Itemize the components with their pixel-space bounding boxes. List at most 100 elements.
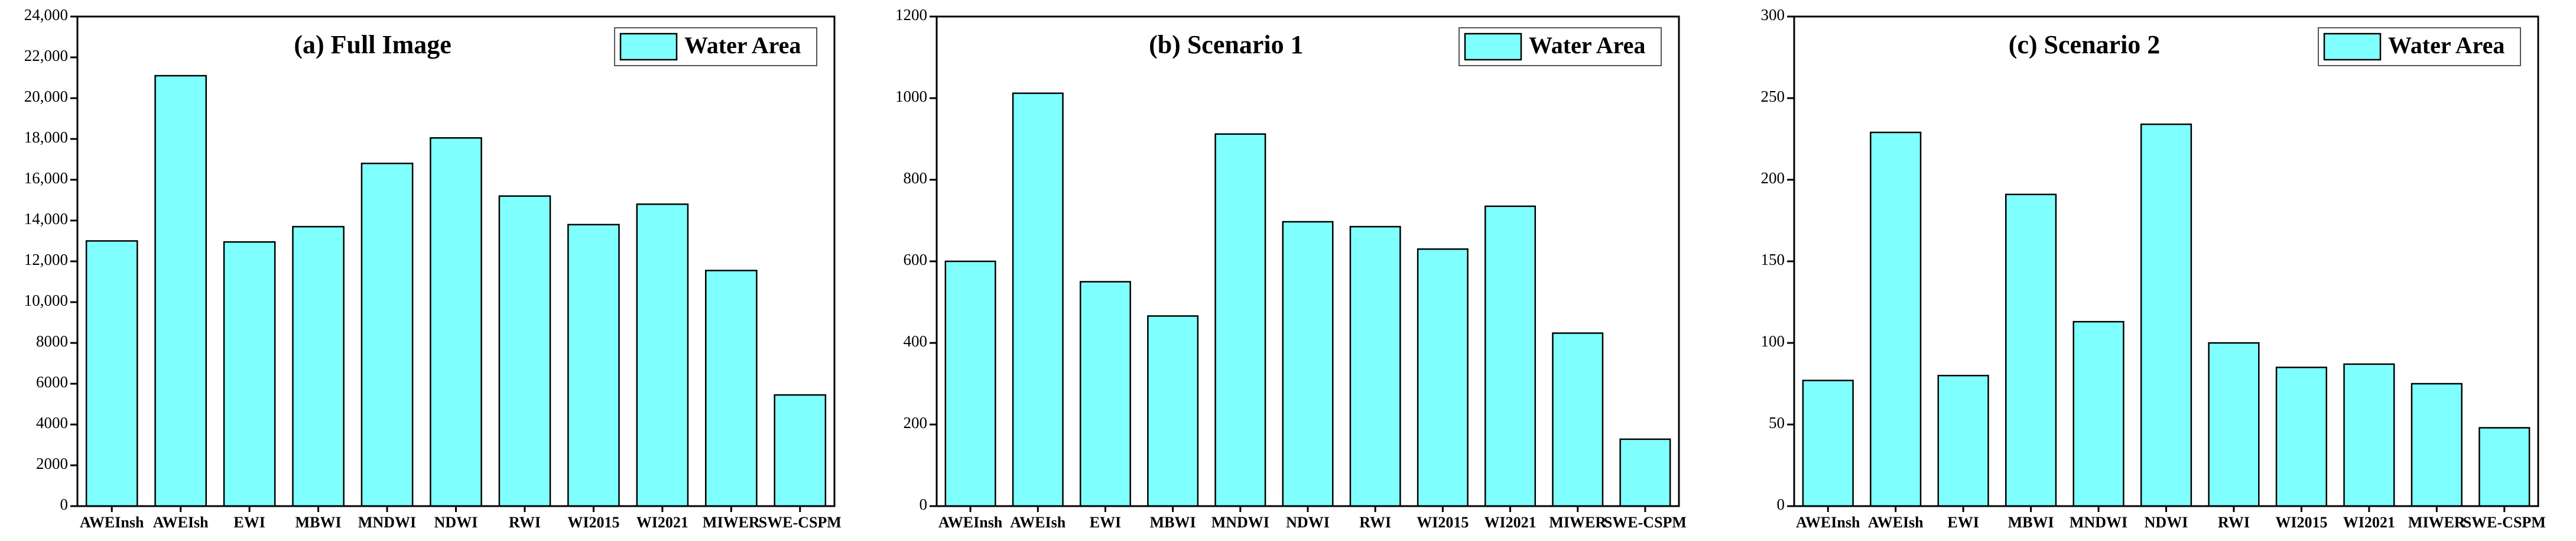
y-tick-label: 24,000 (24, 6, 68, 24)
bar (636, 203, 689, 507)
x-tick-label: SWE-CSPM (2463, 514, 2546, 531)
y-tick-label: 2000 (36, 455, 68, 472)
y-tick-label: 1000 (895, 88, 927, 105)
bar (2140, 123, 2192, 507)
bar (85, 240, 138, 507)
bar (1484, 205, 1536, 507)
x-tick-label: SWE-CSPM (759, 514, 842, 531)
bar (2073, 320, 2125, 507)
x-tick-label: WI2021 (1484, 514, 1536, 531)
bar (1937, 374, 1989, 507)
y-tick-label: 18,000 (24, 128, 68, 146)
y-tick-label: 50 (1769, 414, 1785, 432)
y-tick-label: 14,000 (24, 210, 68, 228)
chart: 0 200 400 600 800 1000 1200 AWEInsh AWEIsh EWI MBW… (895, 6, 1687, 531)
x-tick-label: AWEIsh (1868, 514, 1924, 531)
x-tick-label: AWEInsh (1796, 514, 1860, 531)
bar (154, 74, 207, 507)
x-tick-label: RWI (509, 514, 541, 531)
bar (223, 241, 276, 507)
y-tick-label: 600 (904, 251, 928, 268)
bar (1147, 315, 1199, 507)
y-tick-label: 12,000 (24, 251, 68, 268)
x-tick-label: MIWER (2408, 514, 2465, 531)
x-tick-label: EWI (1090, 514, 1121, 531)
x-tick-label: EWI (233, 514, 265, 531)
bar (2478, 427, 2530, 507)
x-tick-label: NDWI (1286, 514, 1330, 531)
x-tick-label: AWEIsh (1010, 514, 1066, 531)
y-tick-label: 16,000 (24, 169, 68, 187)
plot-frame (76, 15, 836, 507)
y-tick-label: 0 (60, 495, 69, 513)
y-tick-label: 0 (1777, 495, 1785, 513)
x-tick-label: MBWI (1150, 514, 1196, 531)
x-tick-label: MNDWI (2070, 514, 2127, 531)
x-tick-label: RWI (1359, 514, 1391, 531)
bar (360, 163, 414, 507)
bar (567, 223, 620, 507)
bar (2343, 363, 2395, 507)
x-tick-label: WI2015 (2275, 514, 2327, 531)
bar (1619, 438, 1671, 507)
x-tick-label: WI2015 (1417, 514, 1469, 531)
x-tick-label: SWE-CSPM (1604, 514, 1687, 531)
bar (1079, 281, 1131, 507)
x-tick-label: NDWI (434, 514, 478, 531)
y-tick-label: 4000 (36, 414, 68, 432)
y-tick-label: 200 (904, 414, 928, 432)
y-tick-label: 6000 (36, 373, 68, 391)
y-tick-label: 800 (904, 169, 928, 187)
x-tick-label: AWEInsh (938, 514, 1003, 531)
bar (1214, 133, 1266, 507)
bar (498, 195, 551, 507)
chart-title: (c) Scenario 2 (2009, 30, 2161, 59)
x-tick-label: MNDWI (358, 514, 416, 531)
chart: 0 2000 4000 6000 8000 10,000 12,000 14,000 16,00… (24, 6, 842, 531)
y-tick-label: 100 (1761, 332, 1785, 350)
y-tick-label: 8000 (36, 332, 68, 350)
x-tick-label: MNDWI (1211, 514, 1269, 531)
y-tick-label: 10,000 (24, 291, 68, 309)
x-tick-label: WI2015 (567, 514, 619, 531)
plot-frame (935, 15, 1680, 507)
x-tick-label: MBWI (295, 514, 342, 531)
chart: 0 50 100 150 200 250 300 AWEInsh AWEIsh EWI MBWI MN… (1761, 6, 2546, 531)
bar (430, 137, 482, 507)
bar (2005, 193, 2057, 507)
chart-title: (a) Full Image (294, 30, 451, 59)
y-tick-label: 0 (920, 495, 928, 513)
legend-label: Water Area (1529, 32, 1645, 59)
x-tick-label: AWEIsh (153, 514, 209, 531)
legend-swatch (2323, 33, 2382, 61)
y-tick-label: 20,000 (24, 88, 68, 105)
bar (704, 270, 758, 507)
bar (944, 260, 996, 507)
x-tick-label: MIWER (1549, 514, 1606, 531)
y-tick-label: 300 (1761, 6, 1785, 24)
y-tick-label: 400 (904, 332, 928, 350)
x-tick-label: WI2021 (2343, 514, 2395, 531)
legend-swatch (619, 33, 678, 61)
bar (1282, 221, 1334, 507)
bar (1552, 332, 1604, 507)
y-tick-label: 200 (1761, 169, 1785, 187)
x-tick-label: EWI (1947, 514, 1979, 531)
bar (774, 394, 827, 507)
y-tick-label: 1200 (895, 6, 927, 24)
x-tick-label: WI2021 (636, 514, 688, 531)
y-tick-label: 250 (1761, 88, 1785, 105)
x-tick-label: RWI (2218, 514, 2250, 531)
bar (2411, 383, 2463, 507)
x-tick-label: NDWI (2145, 514, 2188, 531)
bar (1012, 92, 1064, 507)
bar (1417, 248, 1469, 507)
y-tick-label: 22,000 (24, 47, 68, 64)
legend-label: Water Area (684, 32, 801, 59)
bar (2275, 367, 2328, 507)
chart-title: (b) Scenario 1 (1149, 30, 1304, 59)
legend-label: Water Area (2388, 32, 2504, 59)
x-tick-label: MIWER (703, 514, 760, 531)
bar (1870, 131, 1922, 507)
